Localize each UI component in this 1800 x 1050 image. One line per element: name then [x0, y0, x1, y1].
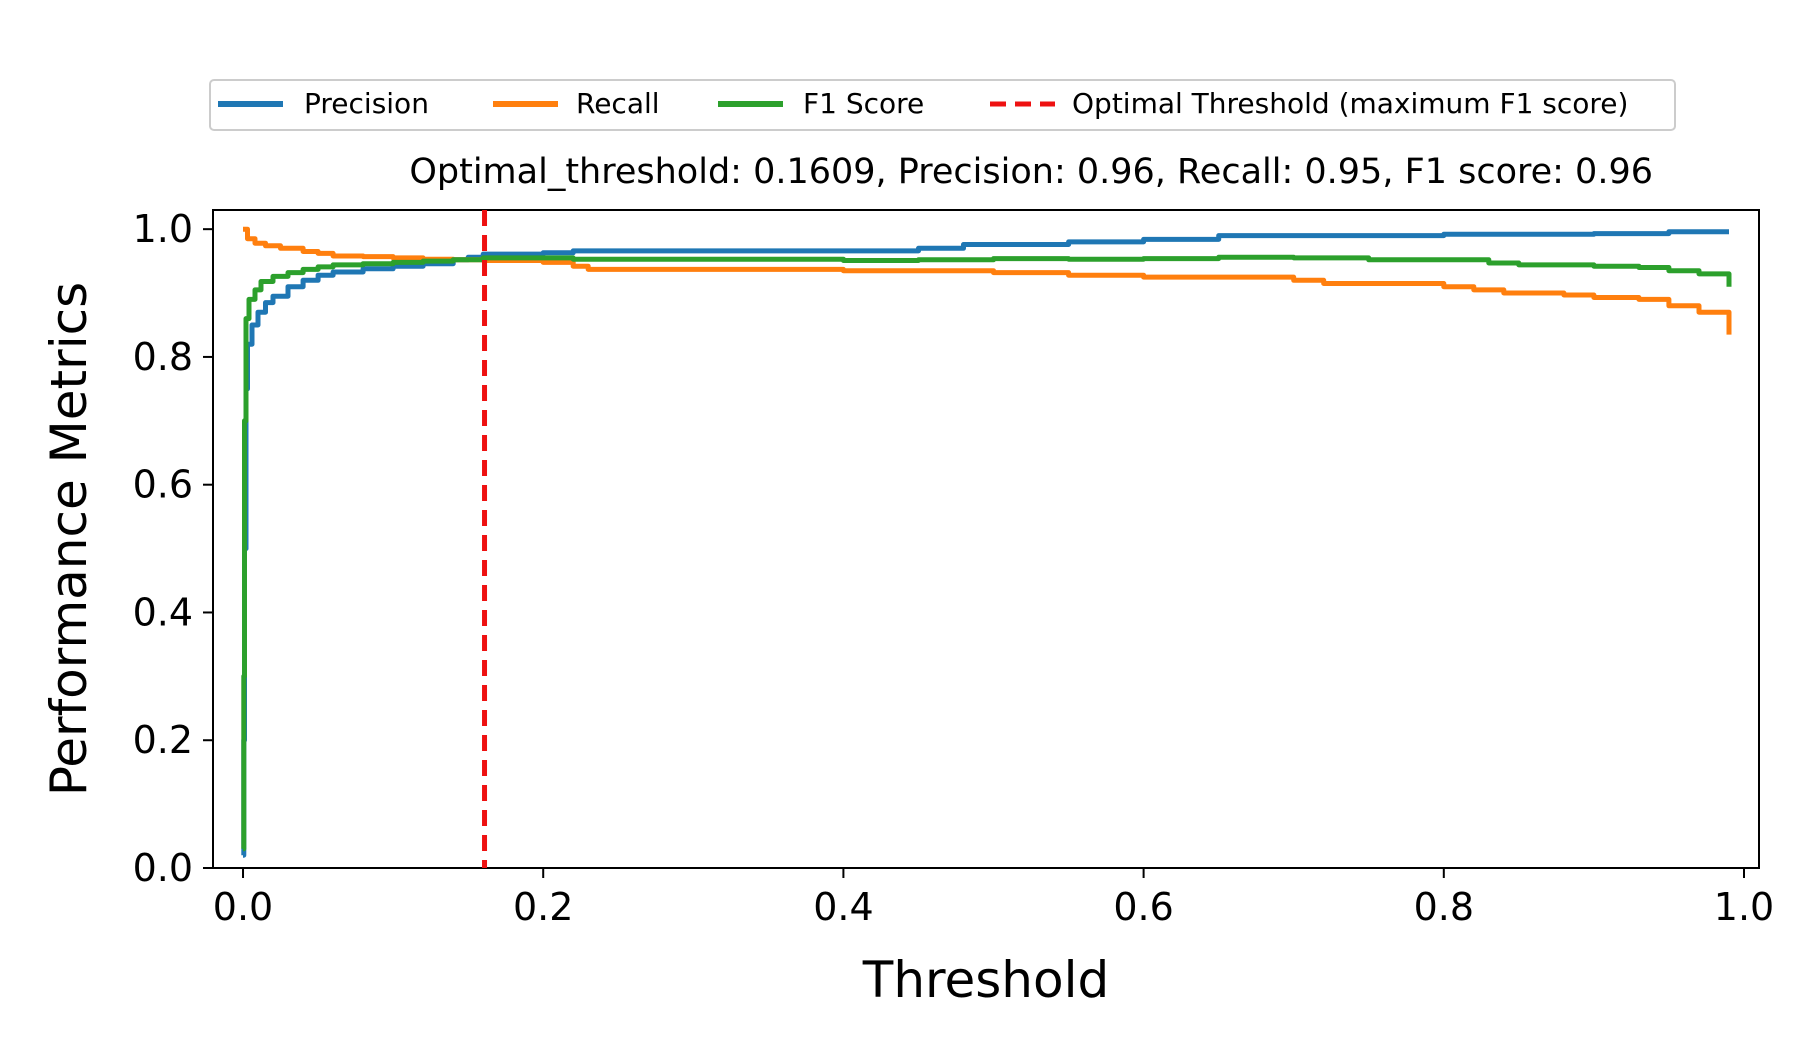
chart-subtitle: Optimal_threshold: 0.1609, Precision: 0.… [409, 152, 1653, 192]
y-tick-label: 0.6 [133, 463, 193, 507]
x-axis: 0.0 0.2 0.4 0.6 0.8 1.0 [213, 868, 1774, 929]
legend-label-recall: Recall [576, 87, 660, 120]
y-tick-label: 1.0 [133, 207, 193, 251]
x-tick-label: 1.0 [1714, 885, 1774, 929]
legend: Precision Recall F1 Score Optimal Thresh… [209, 79, 1676, 131]
legend-label-precision: Precision [304, 87, 429, 120]
series-line-f1-score [241, 254, 1732, 852]
x-tick-label: 0.8 [1414, 885, 1474, 929]
legend-label-optimal-threshold: Optimal Threshold (maximum F1 score) [1072, 87, 1628, 120]
y-tick-label: 0.8 [133, 335, 193, 379]
y-axis: 0.0 0.2 0.4 0.6 0.8 1.0 [133, 207, 213, 890]
plot-area [212, 209, 1760, 869]
x-tick-label: 0.6 [1113, 885, 1173, 929]
series-layer [241, 210, 1732, 868]
x-tick-label: 0.4 [813, 885, 873, 929]
x-tick-label: 0.0 [213, 885, 273, 929]
legend-frame [209, 79, 1676, 131]
x-axis-title: Threshold [862, 951, 1109, 1009]
x-tick-label: 0.2 [513, 885, 573, 929]
y-tick-label: 0.0 [133, 846, 193, 890]
legend-label-f1: F1 Score [803, 87, 924, 120]
y-axis-title: Performance Metrics [40, 282, 98, 796]
y-tick-label: 0.2 [133, 718, 193, 762]
series-line-recall [243, 226, 1732, 335]
y-tick-label: 0.4 [133, 590, 193, 634]
